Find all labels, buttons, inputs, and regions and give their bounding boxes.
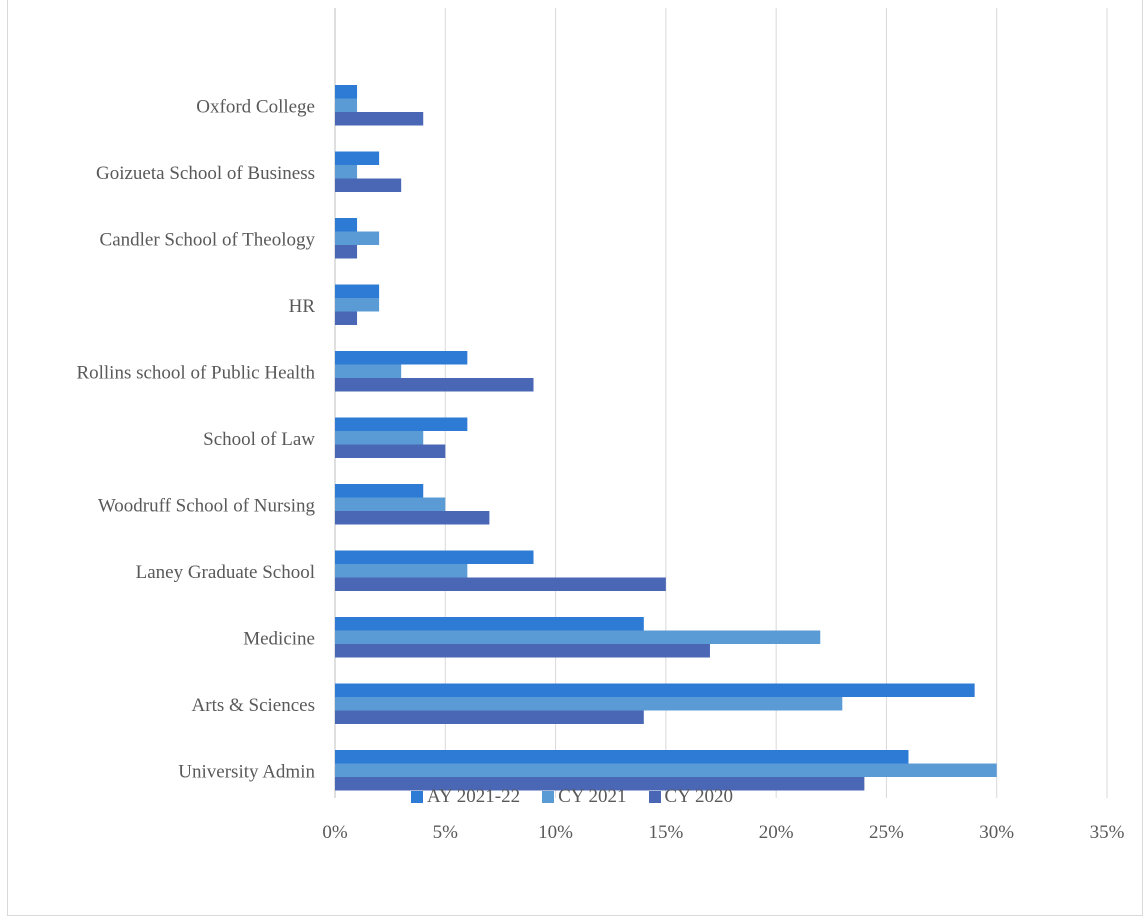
legend-label: CY 2021 [558, 786, 627, 807]
bar [335, 630, 821, 644]
x-tick-label: 15% [648, 822, 683, 843]
category-label: Woodruff School of Nursing [98, 495, 316, 516]
bar [335, 444, 446, 458]
legend-label: AY 2021-22 [427, 786, 521, 807]
category-label: HR [289, 296, 316, 317]
bar [335, 617, 644, 631]
bar [335, 763, 997, 777]
category-label: Goizueta School of Business [96, 163, 315, 184]
bar [335, 564, 468, 578]
bar [335, 378, 534, 392]
bar [335, 644, 710, 658]
bar [335, 284, 380, 298]
x-tick-label: 0% [322, 822, 348, 843]
bar [335, 85, 358, 99]
legend-swatch [411, 791, 423, 803]
bar [335, 484, 424, 498]
category-label: Medicine [243, 628, 315, 649]
category-label: Rollins school of Public Health [76, 362, 315, 383]
bar [335, 218, 358, 232]
x-tick-label: 35% [1090, 822, 1125, 843]
category-label: University Admin [178, 761, 315, 782]
category-label: Oxford College [196, 96, 315, 117]
category-label: Laney Graduate School [136, 562, 315, 583]
bar [335, 298, 380, 312]
bar [335, 311, 358, 325]
x-tick-label: 25% [869, 822, 904, 843]
x-tick-label: 5% [433, 822, 459, 843]
bar [335, 364, 402, 378]
legend: AY 2021-22 CY 2021 CY 2020 [0, 786, 1144, 808]
bar [335, 417, 468, 431]
bar [335, 151, 380, 165]
legend-item: CY 2020 [648, 786, 733, 808]
bar [335, 431, 424, 445]
bar [335, 710, 644, 724]
bar [335, 112, 424, 126]
bar [335, 351, 468, 365]
x-tick-label: 20% [759, 822, 794, 843]
bar [335, 178, 402, 192]
x-tick-label: 30% [979, 822, 1014, 843]
bar [335, 577, 666, 591]
legend-label: CY 2020 [664, 786, 733, 807]
bar [335, 231, 380, 245]
legend-swatch [542, 791, 555, 803]
chart-frame [7, 0, 1143, 916]
bar [335, 497, 446, 511]
legend-item: CY 2021 [542, 786, 627, 808]
legend-swatch [648, 791, 661, 803]
bar [335, 683, 975, 697]
category-label: Arts & Sciences [192, 695, 315, 716]
bar [335, 550, 534, 564]
category-label: School of Law [203, 429, 315, 450]
category-label: Candler School of Theology [100, 229, 316, 250]
legend-item: AY 2021-22 [411, 786, 520, 808]
x-tick-label: 10% [538, 822, 573, 843]
bar [335, 750, 909, 764]
bar [335, 98, 358, 112]
bar [335, 245, 358, 259]
bar [335, 165, 358, 179]
bar [335, 697, 843, 711]
bar [335, 511, 490, 525]
bar [335, 777, 865, 791]
